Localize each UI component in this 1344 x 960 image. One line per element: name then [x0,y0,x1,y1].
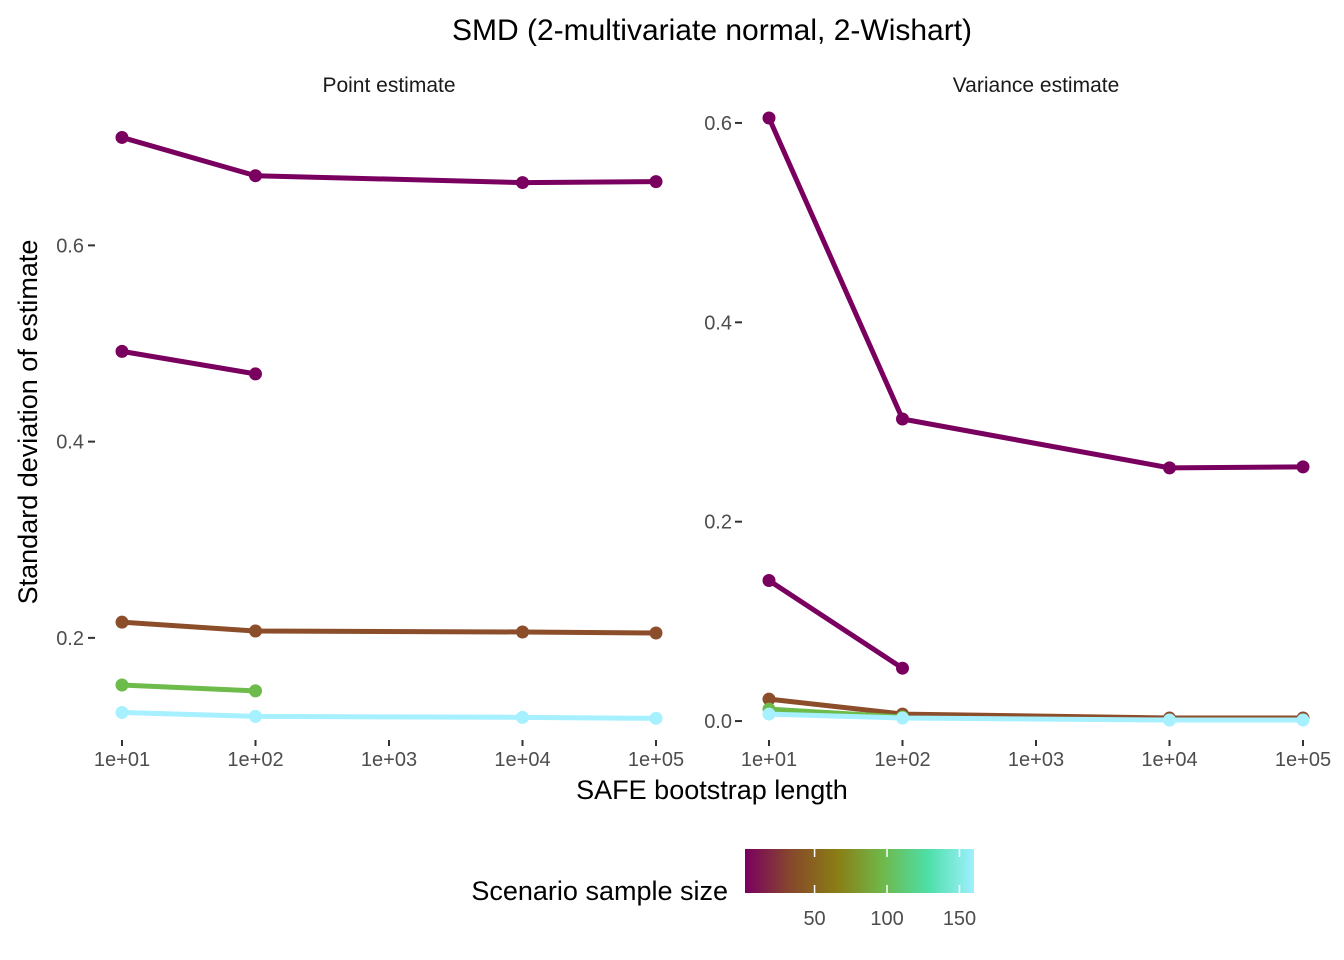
data-point [516,625,529,639]
x-tick-label: 1e+02 [227,749,283,771]
plot-layer: Point estimate 0.2 0.4 0.6 1e+01 1e+02 1e+03 1e… [56,74,1331,930]
data-point [896,661,909,675]
data-point [115,344,129,358]
series-line [119,134,659,186]
data-point [115,705,129,719]
data-point [762,692,776,706]
data-point [516,176,529,190]
panel-point-estimate: Point estimate 0.2 0.4 0.6 1e+01 1e+02 1e+03 1e… [56,74,684,771]
panel-variance-estimate: Variance estimate 0.0 0.2 0.4 0.6 1e+01 1e+02 1… [704,74,1331,771]
data-point [249,624,262,638]
data-point [1163,461,1176,475]
panel-strip-label: Point estimate [322,74,455,97]
y-tick-label: 0.2 [56,628,84,650]
data-point [762,573,776,587]
legend-tick-label: 50 [803,908,825,930]
data-point [762,111,776,125]
data-point [249,169,262,183]
series-line [766,115,1306,471]
series-line [766,577,905,671]
x-tick-label: 1e+01 [94,749,150,771]
legend-tick-label: 150 [943,908,976,930]
series-line [119,619,659,636]
panel-strip-label: Variance estimate [953,74,1120,97]
series-line [119,348,258,377]
y-axis-title: Standard deviation of estimate [13,240,43,605]
x-tick-label: 1e+05 [1275,749,1331,771]
data-point [649,626,663,640]
legend-colorbar [745,849,974,893]
x-tick-label: 1e+05 [628,749,684,771]
data-point [249,709,262,723]
x-tick-label: 1e+02 [874,749,930,771]
y-tick-label: 0.0 [704,711,732,733]
data-point [115,678,129,692]
x-tick-label: 1e+04 [494,749,550,771]
legend-tick-label: 100 [870,908,903,930]
data-point [649,175,663,189]
y-tick-label: 0.4 [704,312,732,334]
data-point [115,130,129,144]
x-tick-label: 1e+04 [1141,749,1197,771]
data-point [762,707,776,721]
x-tick-label: 1e+01 [741,749,797,771]
data-point [249,367,262,381]
x-tick-label: 1e+03 [361,749,417,771]
chart-title: SMD (2-multivariate normal, 2-Wishart) [452,14,972,47]
x-axis-title: SAFE bootstrap length [576,775,848,805]
y-tick-label: 0.6 [56,235,84,257]
data-point [649,711,663,725]
series-line [119,682,258,694]
data-point [516,710,529,724]
y-tick-label: 0.6 [704,113,732,135]
data-point [896,412,909,426]
series-line [119,709,659,721]
x-tick-label: 1e+03 [1008,749,1064,771]
y-tick-label: 0.4 [56,432,84,454]
data-point [1296,460,1310,474]
data-point [115,615,129,629]
data-point [896,711,909,725]
series-line [766,711,1306,723]
data-point [1296,713,1310,727]
data-point [249,684,262,698]
data-point [1163,713,1176,727]
y-tick-label: 0.2 [704,512,732,534]
legend-title: Scenario sample size [471,876,728,906]
